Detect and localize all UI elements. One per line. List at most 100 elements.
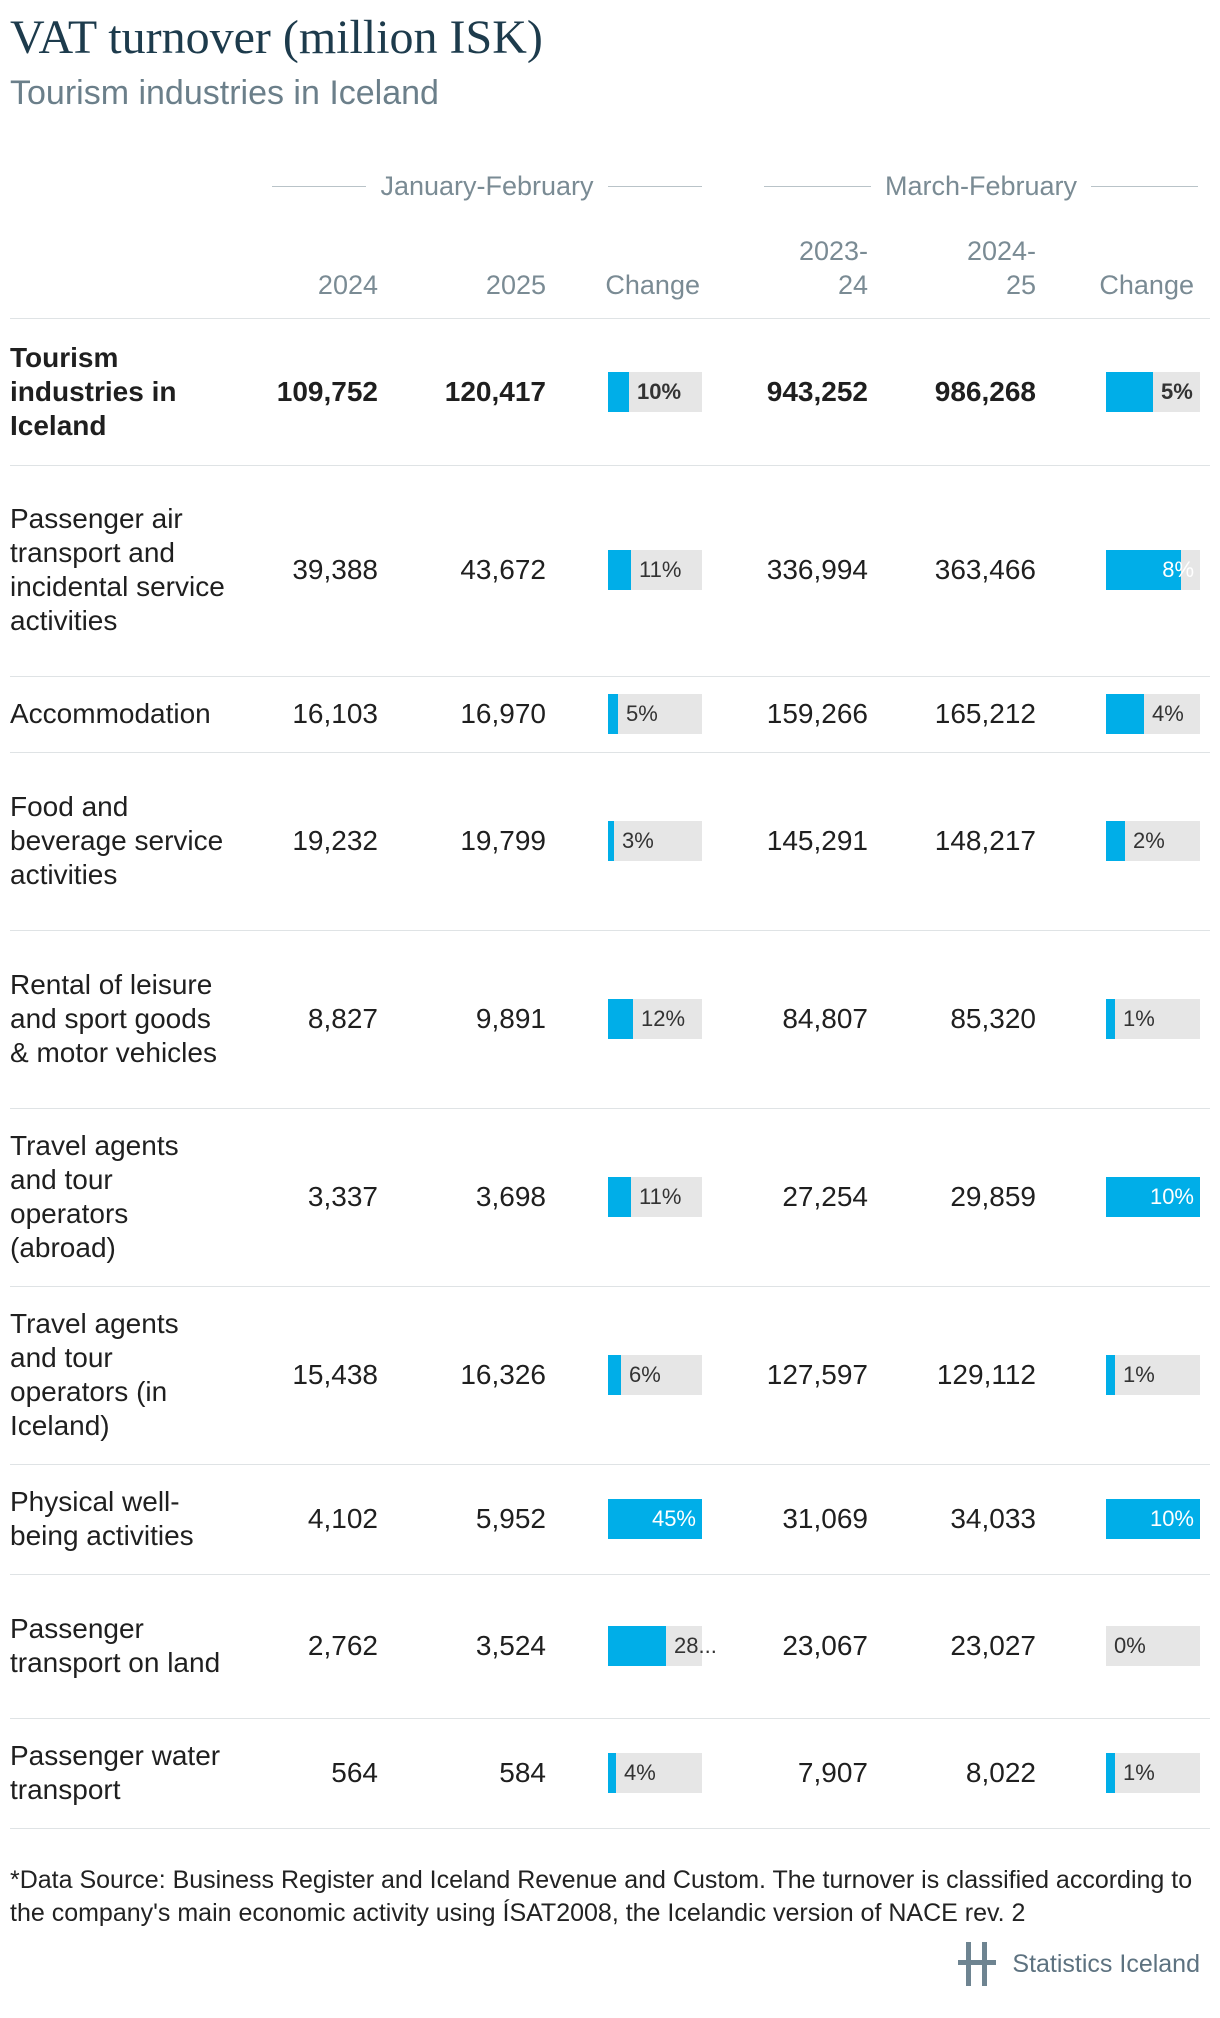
value-mf-2024-25: 986,268 — [934, 376, 1036, 407]
column-header-change-mf: Change — [1099, 270, 1194, 300]
change-bar-fill — [608, 550, 631, 590]
change-value: 4% — [624, 1760, 656, 1785]
change-value: 5% — [626, 701, 658, 726]
change-bar-jf: 12% — [608, 999, 702, 1039]
value-jf-2024: 109,752 — [276, 376, 378, 407]
change-value: 3% — [622, 828, 654, 853]
change-bar-fill — [608, 821, 614, 861]
change-bar-mf: 4% — [1106, 694, 1200, 734]
value-mf-2024-25: 148,217 — [934, 825, 1036, 856]
group-rule — [607, 185, 702, 187]
value-mf-2024-25: 23,027 — [950, 1630, 1036, 1661]
change-bar-fill — [608, 694, 618, 734]
brand-name: Statistics Iceland — [1012, 1949, 1200, 1978]
value-mf-2024-25: 29,859 — [950, 1181, 1036, 1212]
value-mf-2023-24: 336,994 — [766, 554, 868, 585]
table-row: Tourism industries in Iceland 109,752 120,… — [10, 318, 1210, 466]
value-jf-2025: 9,891 — [475, 1003, 546, 1034]
table-row: Food and beverage service activities 19,2… — [10, 752, 1210, 931]
group-label: January-February — [380, 170, 594, 201]
table-row: Accommodation 16,103 16,970 5% 159,266 165,21… — [10, 676, 1210, 753]
value-jf-2025: 3,524 — [475, 1630, 546, 1661]
change-bar-mf: 10% — [1106, 1177, 1200, 1217]
value-mf-2024-25: 34,033 — [950, 1503, 1036, 1534]
row-label: Travel agents and tour operators (in Ice… — [10, 1308, 179, 1441]
value-mf-2023-24: 127,597 — [766, 1359, 868, 1390]
column-header-2024: 2024 — [317, 270, 378, 300]
value-jf-2025: 16,326 — [460, 1359, 546, 1390]
value-jf-2024: 16,103 — [292, 698, 378, 729]
statistics-iceland-logo-icon — [958, 1942, 997, 1986]
row-label: Tourism industries in Iceland — [10, 342, 177, 441]
chart-title: VAT turnover (million ISK) — [10, 11, 543, 64]
value-jf-2024: 564 — [331, 1757, 378, 1788]
table-row: Rental of leisure and sport goods & moto… — [10, 930, 1210, 1109]
change-value: 12% — [641, 1006, 686, 1031]
change-bar-fill — [1106, 1177, 1200, 1217]
change-bar-fill — [1106, 694, 1144, 734]
change-bar-jf: 5% — [608, 694, 702, 734]
change-bar-fill — [608, 1499, 702, 1539]
value-mf-2023-24: 7,907 — [797, 1757, 868, 1788]
row-label: Rental of leisure and sport goods & moto… — [10, 969, 217, 1068]
change-bar-mf: 10% — [1106, 1499, 1200, 1539]
column-header-2023-24: 2023- 24 — [798, 236, 868, 300]
value-mf-2024-25: 129,112 — [936, 1359, 1036, 1390]
value-mf-2024-25: 165,212 — [934, 698, 1036, 729]
change-value: 8% — [1162, 557, 1194, 582]
value-jf-2024: 8,827 — [307, 1003, 378, 1034]
value-jf-2025: 19,799 — [460, 825, 546, 856]
value-jf-2025: 5,952 — [475, 1503, 546, 1534]
change-value: 10% — [1149, 1184, 1194, 1209]
table-row: Travel agents and tour operators (in Ice… — [10, 1286, 1210, 1465]
column-header-2025: 2025 — [485, 270, 546, 300]
change-value: 4% — [1152, 701, 1184, 726]
change-bar-jf: 45% — [608, 1499, 702, 1539]
value-jf-2024: 15,438 — [292, 1359, 378, 1390]
change-bar-jf: 11% — [608, 1177, 702, 1217]
change-bar-fill — [608, 999, 633, 1039]
table-row: Physical well-being activities 4,102 5,952… — [10, 1464, 1210, 1575]
change-value: 6% — [629, 1362, 661, 1387]
table-row: Passenger transport on land 2,762 3,524 28.… — [10, 1574, 1210, 1719]
change-bar-fill — [608, 1355, 621, 1395]
brand: Statistics Iceland — [958, 1940, 1200, 1988]
value-mf-2023-24: 84,807 — [782, 1003, 868, 1034]
footnote: *Data Source: Business Register and Icel… — [10, 1866, 1193, 1927]
change-bar-jf: 10% — [608, 372, 702, 412]
change-value: 5% — [1161, 379, 1193, 404]
value-mf-2024-25: 363,466 — [934, 554, 1036, 585]
change-value: 2% — [1133, 828, 1165, 853]
change-bar-fill — [608, 1177, 631, 1217]
change-bar-jf: 3% — [608, 821, 702, 861]
change-value: 45% — [651, 1506, 696, 1531]
change-value: 11% — [639, 557, 682, 582]
table-row: Passenger water transport 564 584 4% 7,907 8,… — [10, 1718, 1210, 1829]
change-value: 10% — [637, 379, 682, 404]
group-header-january-february: January-February — [272, 166, 702, 206]
value-jf-2025: 120,417 — [444, 376, 546, 407]
change-bar-fill — [1106, 999, 1115, 1039]
group-rule — [272, 185, 367, 187]
value-jf-2025: 16,970 — [460, 698, 546, 729]
change-bar-jf: 4% — [608, 1753, 702, 1793]
value-mf-2023-24: 23,067 — [782, 1630, 868, 1661]
value-mf-2023-24: 31,069 — [782, 1503, 868, 1534]
change-bar-fill — [1106, 1499, 1200, 1539]
value-mf-2023-24: 27,254 — [782, 1181, 868, 1212]
change-bar-mf: 1% — [1106, 1753, 1200, 1793]
change-bar-jf: 28... — [608, 1626, 717, 1666]
row-label: Passenger water transport — [10, 1740, 221, 1805]
change-value: 10% — [1149, 1506, 1194, 1531]
column-header-change-jf: Change — [605, 270, 700, 300]
change-bar-mf: 2% — [1106, 821, 1200, 861]
change-bar-fill — [608, 1753, 616, 1793]
change-bar-fill — [1106, 821, 1125, 861]
change-value: 28... — [674, 1633, 717, 1658]
change-value: 1% — [1123, 1006, 1155, 1031]
change-bar-fill — [1106, 550, 1181, 590]
value-mf-2023-24: 145,291 — [766, 825, 868, 856]
column-header-2024-25: 2024- 25 — [966, 236, 1036, 300]
change-bar-mf: 1% — [1106, 999, 1200, 1039]
change-bar-fill — [1106, 1753, 1115, 1793]
